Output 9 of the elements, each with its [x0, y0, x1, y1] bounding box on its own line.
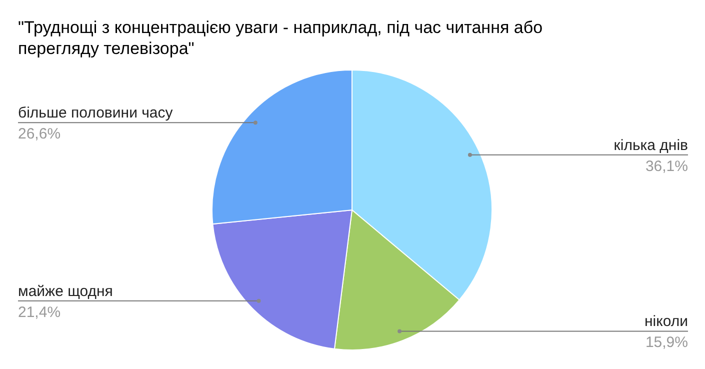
data-label: 26,6% [18, 126, 61, 143]
slice-label: ніколи [644, 313, 688, 330]
data-label: 21,4% [18, 304, 61, 321]
slice-label: майже щодня [18, 282, 113, 300]
data-label: 36,1% [645, 158, 688, 175]
data-label: 15,9% [645, 334, 688, 352]
slice-label: більше половини часу [18, 104, 174, 122]
slice-label: кілька днів [614, 136, 688, 154]
chart-title: "Труднощі з концентрацією уваги - наприклад, під час читання або перегляду телевізора" [18, 18, 543, 58]
